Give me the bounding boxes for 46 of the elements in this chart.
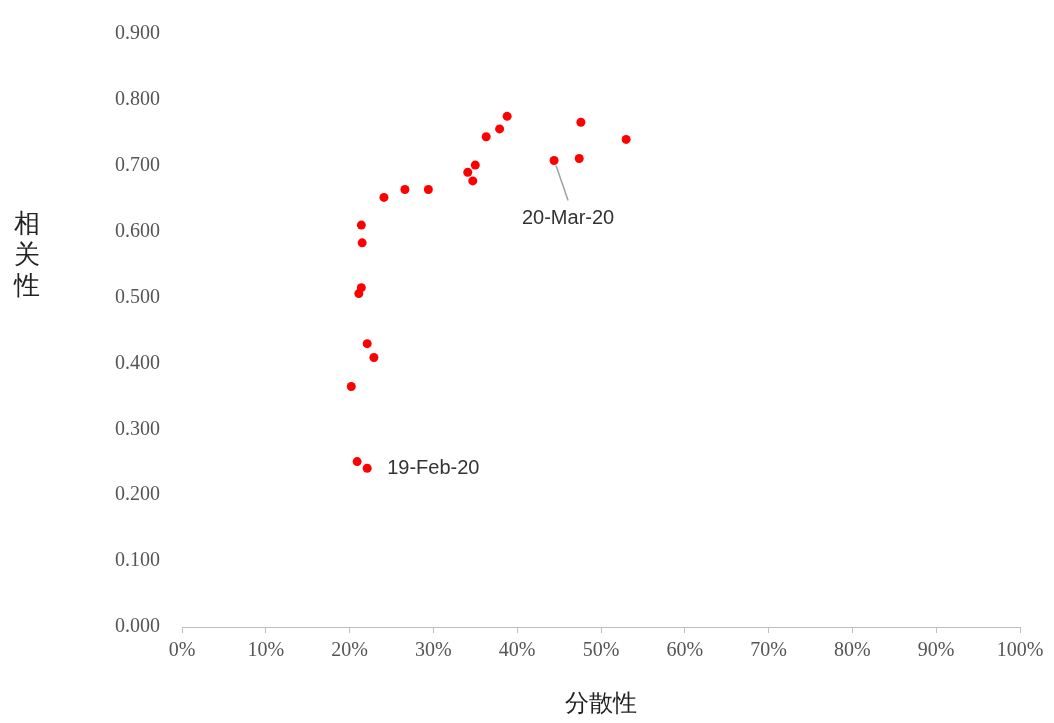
y-tick-label: 0.800 (115, 87, 160, 110)
annotation: 19-Feb-20 (387, 455, 480, 478)
point (495, 124, 505, 134)
point (369, 353, 379, 363)
x-axis-title: 分散性 (565, 688, 637, 717)
point (362, 463, 372, 473)
y-tick-label: 0.300 (115, 416, 160, 439)
annotation: 20-Mar-20 (521, 206, 615, 229)
point (574, 154, 584, 164)
y-tick-label: 0.000 (115, 614, 160, 637)
point (468, 176, 478, 186)
x-tick-label: 40% (498, 638, 536, 661)
y-axis-title: 相关性 (12, 208, 41, 301)
y-tick-label: 0.500 (115, 284, 160, 307)
x-tick-label: 10% (247, 638, 285, 661)
point (357, 238, 367, 248)
point (423, 185, 433, 194)
y-tick-label: 0.900 (115, 21, 160, 44)
point (400, 185, 410, 194)
point (621, 134, 631, 144)
point (576, 117, 586, 127)
x-tick-label: 60% (666, 638, 704, 661)
x-tick-label: 70% (750, 638, 787, 661)
x-tick-label: 0% (168, 638, 196, 661)
y-tick-label: 0.600 (115, 218, 160, 241)
point (352, 457, 362, 467)
point (463, 167, 473, 177)
point (470, 160, 480, 170)
x-tick-label: 20% (331, 638, 368, 661)
point (549, 156, 559, 166)
point (362, 339, 372, 349)
x-tick-label: 100% (996, 638, 1044, 661)
x-tick-label: 50% (582, 638, 620, 661)
point (356, 283, 366, 293)
point (379, 192, 389, 202)
x-tick-label: 30% (415, 638, 452, 661)
point (481, 132, 491, 142)
point (356, 220, 366, 230)
x-tick-label: 80% (834, 638, 871, 661)
y-tick-label: 0.400 (115, 350, 160, 373)
point (346, 382, 356, 392)
y-tick-label: 0.700 (115, 153, 160, 176)
point (502, 111, 512, 121)
y-tick-label: 0.100 (115, 548, 160, 571)
y-tick-label: 0.200 (115, 482, 160, 505)
x-tick-label: 90% (917, 638, 955, 661)
